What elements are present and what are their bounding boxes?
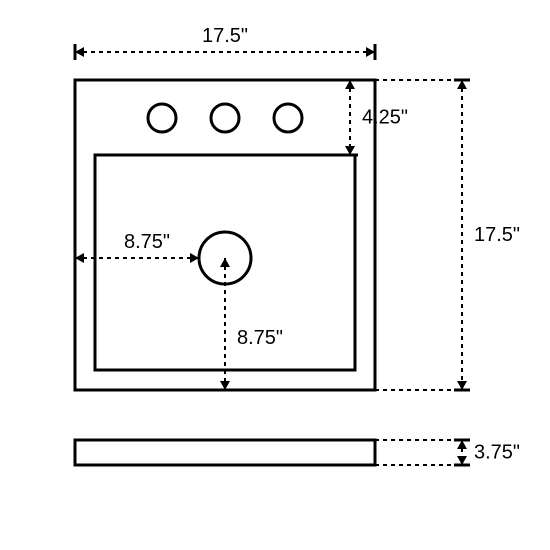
dim-faucet-label: 4.25" <box>362 107 408 129</box>
faucet-hole-2 <box>274 104 302 132</box>
dim-width-label: 17.5" <box>202 25 248 47</box>
arrowhead <box>220 258 230 267</box>
faucet-hole-1 <box>211 104 239 132</box>
dim-drainx-label: 8.75" <box>124 231 170 253</box>
sink-side <box>75 440 375 465</box>
dim-height-label: 17.5" <box>474 224 520 246</box>
dim-drainy-label: 8.75" <box>237 327 283 349</box>
arrowhead <box>190 253 199 263</box>
faucet-hole-0 <box>148 104 176 132</box>
dim-depth-label: 3.75" <box>474 442 520 464</box>
sink-outer <box>75 80 375 390</box>
